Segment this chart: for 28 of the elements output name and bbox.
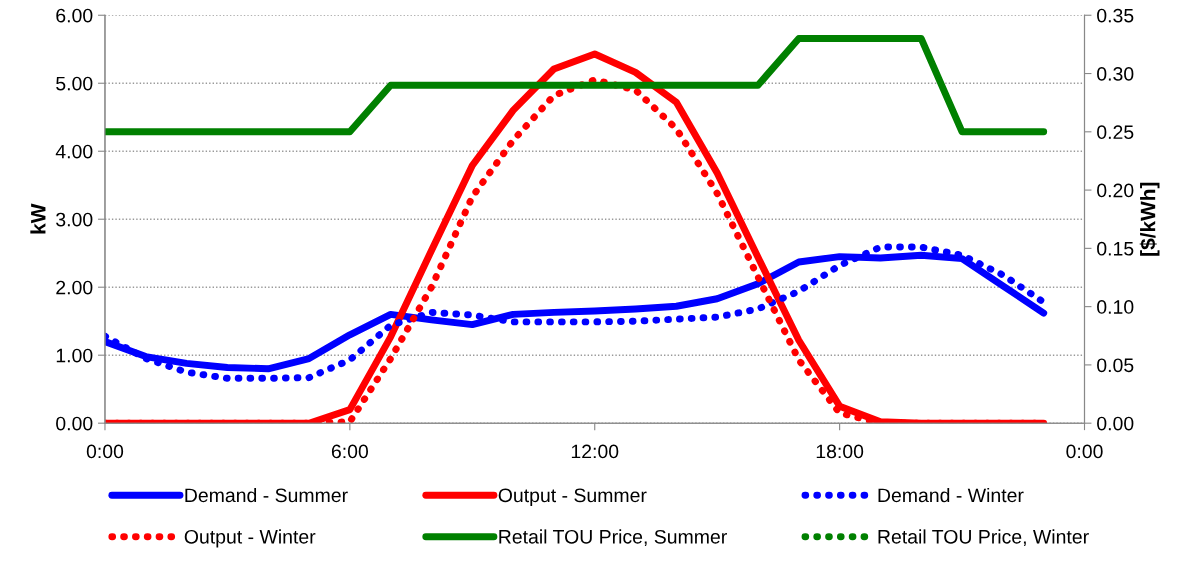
y-axis-title: kW	[30, 203, 46, 234]
y2-tick-label: 0.05	[1097, 358, 1134, 373]
x-tick-label: 0:00	[1066, 444, 1103, 459]
x-tick-label: 12:00	[571, 444, 619, 459]
y-tick-label: 5.00	[56, 76, 93, 91]
legend-label: Output - Winter	[184, 529, 316, 548]
y-tick-label: 4.00	[55, 144, 93, 159]
y2-tick-label: 0.30	[1097, 67, 1134, 81]
y2-tick-label: 0.10	[1097, 300, 1134, 314]
x-tick-label: 0:00	[86, 444, 124, 459]
y2-tick-label: 0.15	[1097, 241, 1134, 256]
legend-label: Demand - Winter	[878, 487, 1024, 503]
y-tick-label: 1.00	[56, 348, 93, 363]
y-tick-label: 0.00	[56, 416, 93, 431]
y2-tick-label: 0.00	[1097, 416, 1134, 431]
legend-label: Retail TOU Price, Winter	[878, 529, 1089, 546]
y2-tick-label: 0.35	[1097, 8, 1134, 23]
y2-axis-title: [$/kWh]	[1139, 182, 1160, 256]
y2-tick-label: 0.25	[1097, 125, 1134, 140]
x-tick-label: 6:00	[331, 444, 369, 459]
y2-tick-label: 0.20	[1097, 183, 1134, 198]
x-tick-label: 18:00	[816, 444, 864, 459]
y-tick-label: 6.00	[56, 8, 93, 23]
legend-label: Demand - Summer	[185, 487, 348, 503]
legend-label: Retail TOU Price, Summer	[499, 529, 727, 546]
legend-label: Output - Summer	[498, 488, 647, 507]
y-tick-label: 3.00	[56, 212, 93, 227]
y-tick-label: 2.00	[56, 280, 93, 295]
